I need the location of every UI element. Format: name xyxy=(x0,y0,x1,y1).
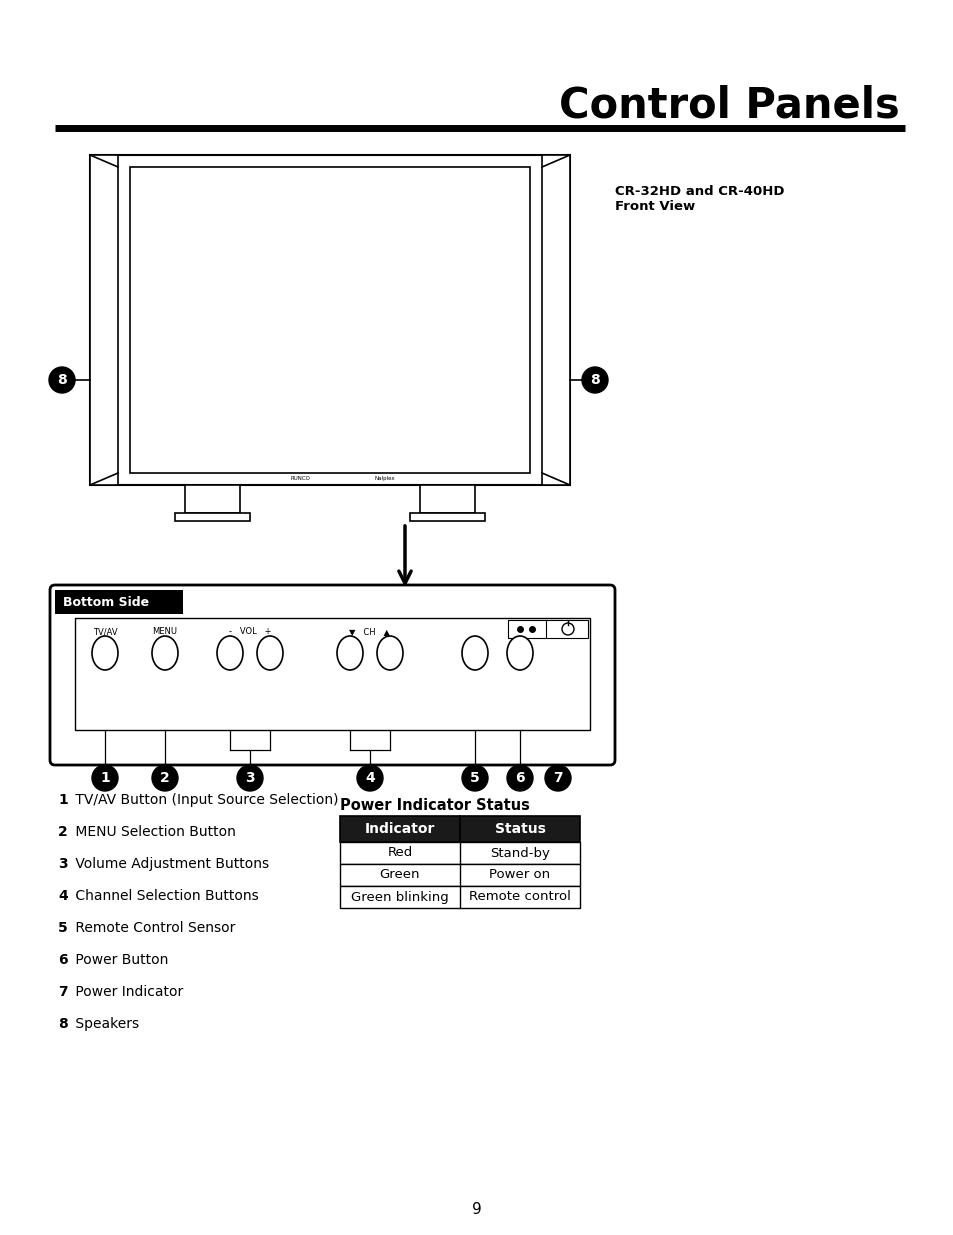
Circle shape xyxy=(236,764,263,790)
Bar xyxy=(90,156,569,485)
Text: Channel Selection Buttons: Channel Selection Buttons xyxy=(71,889,258,903)
Ellipse shape xyxy=(152,636,178,671)
Text: ▼   CH   ▲: ▼ CH ▲ xyxy=(349,627,390,636)
Text: Power Button: Power Button xyxy=(71,953,168,967)
Bar xyxy=(410,513,484,521)
FancyBboxPatch shape xyxy=(50,585,615,764)
Text: 1: 1 xyxy=(58,793,68,806)
Bar xyxy=(339,885,579,908)
Text: Stand-by: Stand-by xyxy=(490,846,549,860)
Text: Remote Control Sensor: Remote Control Sensor xyxy=(71,921,235,935)
Circle shape xyxy=(544,764,571,790)
Text: Remote control: Remote control xyxy=(469,890,570,904)
Bar xyxy=(339,864,579,885)
Text: 9: 9 xyxy=(472,1203,481,1218)
Text: 3: 3 xyxy=(58,857,68,871)
Circle shape xyxy=(91,764,118,790)
Circle shape xyxy=(461,764,488,790)
Text: Green: Green xyxy=(379,868,420,882)
Text: MENU Selection Button: MENU Selection Button xyxy=(71,825,235,839)
Text: Volume Adjustment Buttons: Volume Adjustment Buttons xyxy=(71,857,269,871)
Text: TV/AV: TV/AV xyxy=(92,627,117,636)
Text: 4: 4 xyxy=(365,771,375,785)
Text: 5: 5 xyxy=(470,771,479,785)
Bar xyxy=(339,816,579,842)
Text: Indicator: Indicator xyxy=(364,823,435,836)
Text: 8: 8 xyxy=(590,373,599,387)
Bar xyxy=(130,167,530,473)
Text: 6: 6 xyxy=(515,771,524,785)
Ellipse shape xyxy=(91,636,118,671)
Text: 5: 5 xyxy=(58,921,68,935)
Text: 1: 1 xyxy=(100,771,110,785)
Text: Power Indicator Status: Power Indicator Status xyxy=(339,798,529,813)
Ellipse shape xyxy=(216,636,243,671)
Ellipse shape xyxy=(376,636,402,671)
Bar xyxy=(541,156,569,485)
Text: 2: 2 xyxy=(58,825,68,839)
Bar xyxy=(75,618,589,730)
Bar xyxy=(507,620,587,638)
Text: RUNCO: RUNCO xyxy=(290,475,310,480)
Text: 2: 2 xyxy=(160,771,170,785)
Text: MENU: MENU xyxy=(152,627,177,636)
Circle shape xyxy=(356,764,382,790)
Bar xyxy=(419,485,475,513)
Text: TV/AV Button (Input Source Selection): TV/AV Button (Input Source Selection) xyxy=(71,793,338,806)
Text: 7: 7 xyxy=(58,986,68,999)
Circle shape xyxy=(152,764,178,790)
Bar xyxy=(185,485,240,513)
Circle shape xyxy=(49,367,75,393)
Text: Nalplex: Nalplex xyxy=(375,475,395,480)
Bar xyxy=(174,513,250,521)
Text: Bottom Side: Bottom Side xyxy=(63,595,149,609)
Text: -   VOL   +: - VOL + xyxy=(229,627,271,636)
Bar xyxy=(55,590,183,614)
Text: Power Indicator: Power Indicator xyxy=(71,986,183,999)
Ellipse shape xyxy=(506,636,533,671)
Text: Status: Status xyxy=(494,823,545,836)
Text: Control Panels: Control Panels xyxy=(558,84,899,126)
Text: 4: 4 xyxy=(58,889,68,903)
Text: 8: 8 xyxy=(57,373,67,387)
Bar xyxy=(339,816,579,842)
Text: 6: 6 xyxy=(58,953,68,967)
Bar xyxy=(339,842,579,864)
Text: Speakers: Speakers xyxy=(71,1016,139,1031)
Text: Red: Red xyxy=(387,846,413,860)
Ellipse shape xyxy=(336,636,363,671)
Circle shape xyxy=(561,622,574,635)
Circle shape xyxy=(506,764,533,790)
Ellipse shape xyxy=(256,636,283,671)
Ellipse shape xyxy=(461,636,488,671)
Text: CR-32HD and CR-40HD
Front View: CR-32HD and CR-40HD Front View xyxy=(615,185,783,212)
Text: Power on: Power on xyxy=(489,868,550,882)
Circle shape xyxy=(581,367,607,393)
Text: Green blinking: Green blinking xyxy=(351,890,449,904)
Text: 8: 8 xyxy=(58,1016,68,1031)
Text: 3: 3 xyxy=(245,771,254,785)
Bar xyxy=(90,156,118,485)
Text: 7: 7 xyxy=(553,771,562,785)
